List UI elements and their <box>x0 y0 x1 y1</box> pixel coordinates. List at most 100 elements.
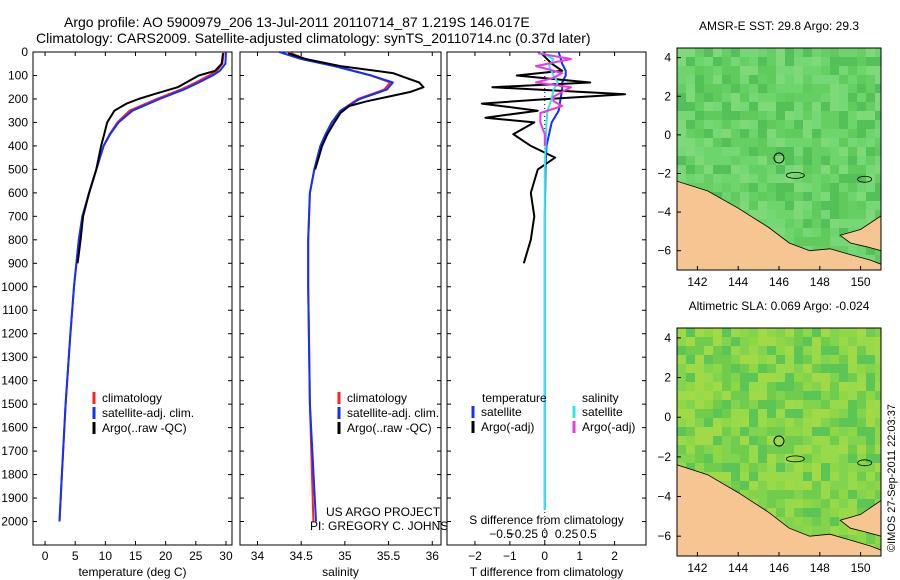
sst_map-cell <box>767 129 776 138</box>
sla_map-island <box>839 500 881 537</box>
sst_map-cell <box>839 237 848 246</box>
sst_map-cell <box>767 102 776 111</box>
sla_map-cell <box>731 472 740 481</box>
sst_map-cell <box>812 57 821 66</box>
sla_map-cell <box>776 481 785 490</box>
sla_map-cell <box>803 373 812 382</box>
sla_map-cell <box>686 463 695 472</box>
sst_map-cell <box>713 156 722 165</box>
sla_map-cell <box>848 535 857 544</box>
sla_map-cell <box>776 427 785 436</box>
sst_map-cell <box>821 219 830 228</box>
sst_map-cell <box>776 165 785 174</box>
sla_map-cell <box>722 454 731 463</box>
sla_map-cell <box>740 337 749 346</box>
sst_map-cell <box>803 219 812 228</box>
sla_map-cell <box>758 418 767 427</box>
sla_map-cell <box>722 445 731 454</box>
sst_map-cell <box>749 183 758 192</box>
sst_map-cell <box>767 192 776 201</box>
sst_map-cell <box>803 147 812 156</box>
sst_map-cell <box>803 93 812 102</box>
sst_map-cell <box>776 147 785 156</box>
sst_map-cell <box>785 129 794 138</box>
sst_map-cell <box>830 210 839 219</box>
sla_map-cell <box>875 346 881 355</box>
sst_map-cell <box>677 120 686 129</box>
sla_map-cell <box>848 382 857 391</box>
sst_map-cell <box>830 84 839 93</box>
sst_map-cell <box>758 156 767 165</box>
sla_map-cell <box>695 328 704 337</box>
sst_map-cell <box>767 219 776 228</box>
sla_map-cell <box>785 346 794 355</box>
sla_map-cell <box>740 436 749 445</box>
sla_map-cell <box>794 364 803 373</box>
sst_map-cell <box>794 201 803 210</box>
sst_map-cell <box>812 120 821 129</box>
sla_map-cell <box>695 436 704 445</box>
sla_map-cell <box>839 391 848 400</box>
sla_map-cell <box>758 427 767 436</box>
sst_map-cell <box>857 93 866 102</box>
sst_map-cell <box>839 210 848 219</box>
sst_map-cell <box>758 147 767 156</box>
difference-xtick-label: 1 <box>576 549 583 563</box>
sst_map-ytick-label: −6 <box>657 244 671 258</box>
sst_map-cell <box>794 102 803 111</box>
sst_map-cell <box>866 93 875 102</box>
sla_map-cell <box>794 526 803 535</box>
sst_map-cell <box>803 102 812 111</box>
sla_map-cell <box>758 409 767 418</box>
sla_map-cell <box>677 445 686 454</box>
sla_map-cell <box>695 346 704 355</box>
sst_map-cell <box>740 93 749 102</box>
sla_map-cell <box>803 436 812 445</box>
sla_map-cell <box>803 508 812 517</box>
sst_map-cell <box>875 183 881 192</box>
sla_map-cell <box>848 328 857 337</box>
sst_map-cell <box>695 183 704 192</box>
sst_map-cell <box>776 129 785 138</box>
sst_map-cell <box>722 192 731 201</box>
sla_map-cell <box>821 328 830 337</box>
salinity-xtick-label: 35 <box>338 549 352 563</box>
sst_map-ytick-label: 2 <box>664 89 671 103</box>
sla_map-cell <box>875 400 881 409</box>
difference-xtick-label: 0 <box>541 549 548 563</box>
sla_map-cell <box>866 337 875 346</box>
sla_map-cell <box>848 436 857 445</box>
sst_map-cell <box>830 48 839 57</box>
sla_map-cell <box>866 535 875 544</box>
sla_map-cell <box>866 382 875 391</box>
sst_map-cell <box>803 210 812 219</box>
sla_map-cell <box>803 490 812 499</box>
sla_map-cell <box>686 391 695 400</box>
difference-legend-item-label: satellite <box>582 405 623 419</box>
sst_map-cell <box>776 183 785 192</box>
project-annotation: US ARGO PROJECT <box>326 505 441 519</box>
sla_map-xtick-label: 144 <box>728 561 748 575</box>
sla_map-cell <box>794 517 803 526</box>
sla_map-cell <box>830 472 839 481</box>
sla_map-cell <box>866 373 875 382</box>
sla_map-cell <box>677 400 686 409</box>
sst_map-manus-island <box>785 172 805 179</box>
sla_map-cell <box>758 481 767 490</box>
sst_map-cell <box>803 183 812 192</box>
sla_map-cell <box>767 328 776 337</box>
sst_map-cell <box>839 75 848 84</box>
sla_map-cell <box>848 427 857 436</box>
sst_map-cell <box>776 57 785 66</box>
sla_map-cell <box>740 328 749 337</box>
sst_map-cell <box>785 228 794 237</box>
sla_map-cell <box>731 391 740 400</box>
sla_map-cell <box>704 346 713 355</box>
sst_map-cell <box>794 84 803 93</box>
sla_map-cell <box>839 472 848 481</box>
sla_map-cell <box>767 409 776 418</box>
sst_map-cell <box>830 66 839 75</box>
sst_map-cell <box>713 129 722 138</box>
sla_map-cell <box>713 409 722 418</box>
